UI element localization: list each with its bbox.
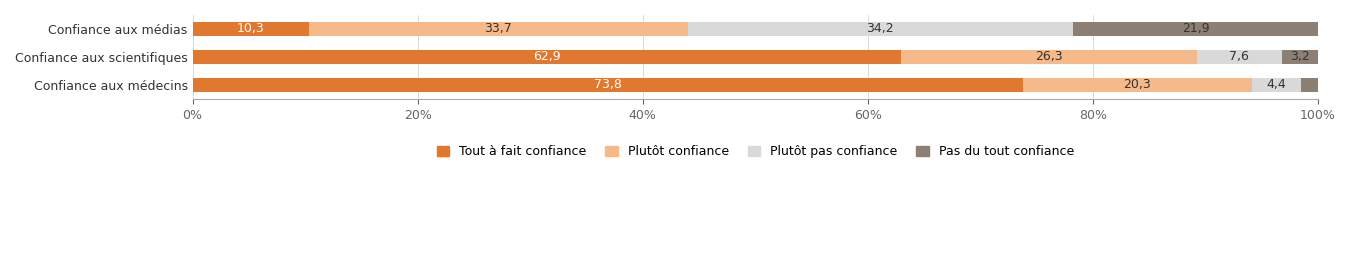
- Text: 3,2: 3,2: [1290, 50, 1310, 63]
- Text: 7,6: 7,6: [1229, 50, 1250, 63]
- Text: 4,4: 4,4: [1266, 78, 1286, 91]
- Text: 34,2: 34,2: [866, 22, 894, 35]
- Bar: [193, 22, 308, 36]
- Text: 62,9: 62,9: [532, 50, 561, 63]
- Bar: [901, 50, 1197, 64]
- Legend: Tout à fait confiance, Plutôt confiance, Plutôt pas confiance, Pas du tout confi: Tout à fait confiance, Plutôt confiance,…: [432, 140, 1079, 163]
- Text: 73,8: 73,8: [594, 78, 621, 91]
- Text: 10,3: 10,3: [236, 22, 265, 35]
- Text: 26,3: 26,3: [1035, 50, 1062, 63]
- Text: 20,3: 20,3: [1124, 78, 1151, 91]
- Bar: [1282, 50, 1319, 64]
- Bar: [688, 22, 1073, 36]
- Bar: [193, 78, 1023, 92]
- Bar: [1023, 78, 1251, 92]
- Bar: [193, 50, 901, 64]
- Text: 21,9: 21,9: [1182, 22, 1209, 35]
- Bar: [1073, 22, 1319, 36]
- Bar: [1251, 78, 1301, 92]
- Text: 33,7: 33,7: [484, 22, 512, 35]
- Bar: [308, 22, 688, 36]
- Bar: [1301, 78, 1319, 92]
- Bar: [1197, 50, 1282, 64]
